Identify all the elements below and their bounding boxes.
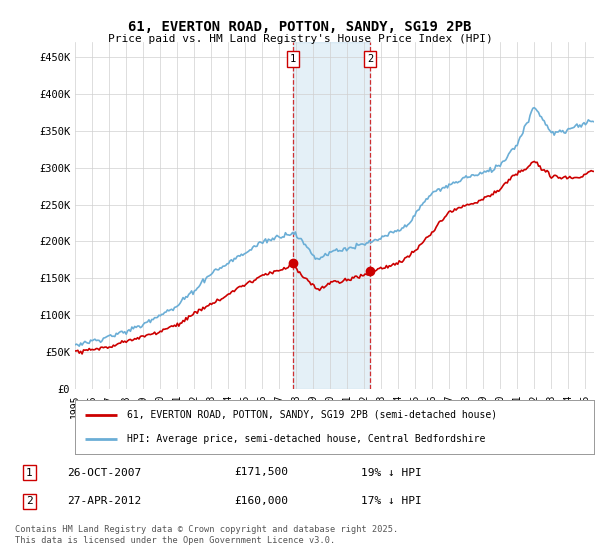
Text: HPI: Average price, semi-detached house, Central Bedfordshire: HPI: Average price, semi-detached house,… [127, 434, 485, 444]
Text: 1: 1 [26, 468, 33, 478]
Bar [293, 42, 370, 389]
Text: 27-APR-2012: 27-APR-2012 [67, 497, 141, 506]
Text: 26-OCT-2007: 26-OCT-2007 [67, 468, 141, 478]
Text: 61, EVERTON ROAD, POTTON, SANDY, SG19 2PB: 61, EVERTON ROAD, POTTON, SANDY, SG19 2P… [128, 20, 472, 34]
Text: 19% ↓ HPI: 19% ↓ HPI [361, 468, 421, 478]
Text: 2: 2 [26, 497, 33, 506]
Text: 2: 2 [367, 54, 373, 64]
Text: 17% ↓ HPI: 17% ↓ HPI [361, 497, 421, 506]
Text: Contains HM Land Registry data © Crown copyright and database right 2025.
This d: Contains HM Land Registry data © Crown c… [15, 525, 398, 545]
Text: Price paid vs. HM Land Registry's House Price Index (HPI): Price paid vs. HM Land Registry's House … [107, 34, 493, 44]
Text: £171,500: £171,500 [234, 468, 288, 478]
Text: £160,000: £160,000 [234, 497, 288, 506]
Text: 61, EVERTON ROAD, POTTON, SANDY, SG19 2PB (semi-detached house): 61, EVERTON ROAD, POTTON, SANDY, SG19 2P… [127, 410, 497, 420]
Text: 1: 1 [290, 54, 296, 64]
